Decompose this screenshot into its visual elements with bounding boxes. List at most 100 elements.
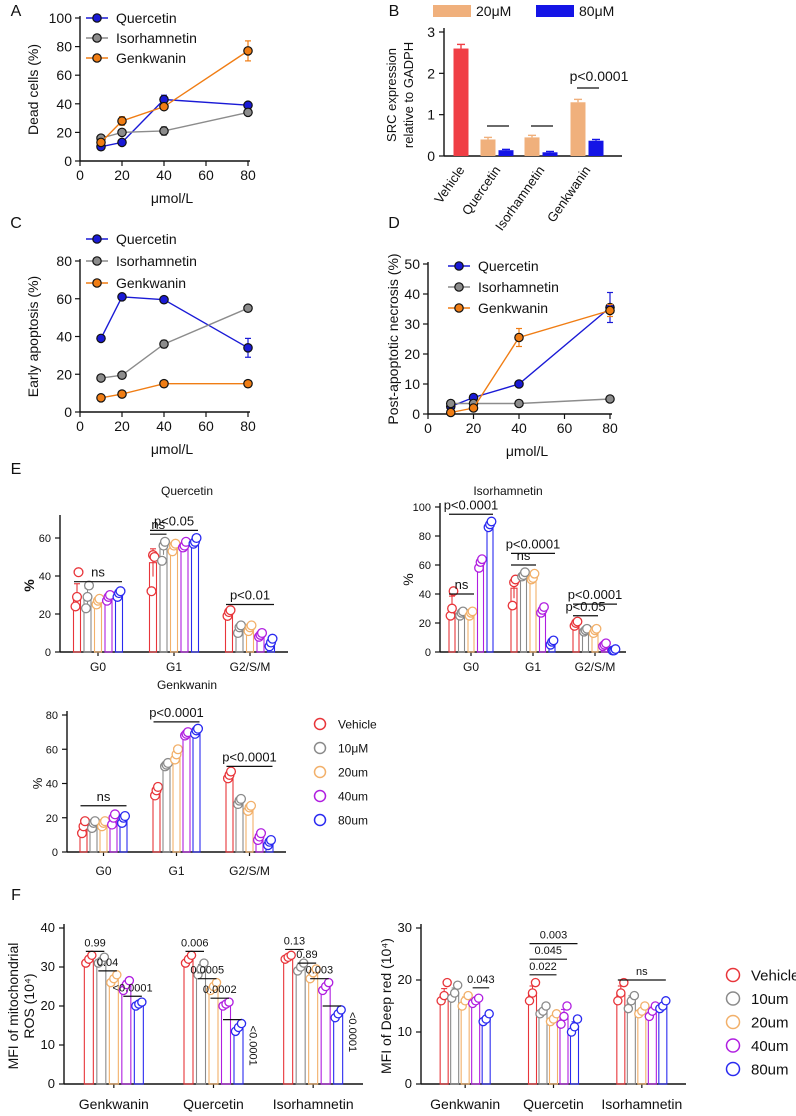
chart-e1-y-tick-label: 40: [39, 571, 51, 583]
chart-f2-point: [559, 1011, 569, 1022]
legend-e-marker: [313, 789, 327, 803]
chart-f2-point: [629, 990, 640, 1001]
chart-a-series-genkwanin-line: [100, 50, 249, 143]
chart-c-y-tick-label: 0: [64, 404, 72, 420]
chart-f2-bar: [548, 1018, 559, 1085]
chart-e3-point: [265, 834, 277, 846]
chart-c-series-quercetin-line: [100, 296, 249, 349]
chart-d-y-label: Post-apoptotic necrosis (%): [385, 253, 401, 424]
chart-f1-point: [286, 950, 296, 961]
chart-a-y-label: Dead cells (%): [25, 44, 41, 135]
chart-f2-bar: [637, 1010, 647, 1085]
chart-b-legend-80: 80μM: [579, 3, 614, 19]
chart-e3-point: [235, 793, 247, 804]
chart-e1-point: [73, 567, 84, 578]
chart-e1-point: [146, 586, 157, 597]
chart-c-x-tick-label: 80: [240, 418, 256, 434]
chart-a-legend-isorhamnetin: Isorhamnetin: [116, 30, 197, 46]
chart-f1-point: [236, 1018, 247, 1029]
chart-e2-y-tick-label: 100: [413, 502, 431, 514]
chart-b-bar: [542, 152, 558, 156]
chart-a-series-genkwanin-point: [159, 101, 169, 112]
legend-e-marker: [313, 741, 327, 755]
chart-f1-category-isorhamnetin: Isorhamnetin: [273, 1096, 354, 1112]
chart-f2-bar: [460, 1000, 470, 1085]
chart-e3-bar: [182, 733, 191, 853]
chart-f1-bar: [183, 958, 194, 1085]
chart-f2-y-tick-label: 10: [398, 1024, 412, 1039]
chart-b-y-tick-label: 2: [427, 65, 435, 81]
chart-f1-point: [137, 997, 147, 1007]
chart-e1-bar: [180, 545, 189, 653]
chart-e2-category-g0: G0: [463, 660, 479, 674]
chart-f2-category-isorhamnetin: Isorhamnetin: [601, 1096, 682, 1112]
chart-f1-point: [311, 964, 321, 974]
chart-f1-bar: [333, 1013, 344, 1085]
chart-f1-bracket-label: 0.99: [84, 937, 105, 949]
chart-e1-y-tick-label: 20: [39, 609, 51, 621]
chart-f1-point: [336, 1005, 346, 1015]
chart-c-series-genkwanin-point: [96, 393, 106, 403]
chart-f1-point: [112, 970, 122, 980]
chart-e2-point: [520, 567, 530, 578]
chart-e3-bracket-label: p<0.0001: [222, 749, 277, 764]
panel-letter-e: E: [11, 461, 22, 478]
chart-e2-bracket-label: ns: [455, 577, 469, 592]
chart-e3-bar: [162, 764, 171, 853]
chart-f2-bracket-label: 0.022: [529, 961, 557, 973]
chart-c-series-quercetin-point: [159, 294, 169, 305]
chart-f1-bar: [295, 966, 306, 1085]
chart-e3-point: [225, 766, 237, 777]
chart-e1-category-g1: G1: [166, 660, 182, 674]
chart-e3-y-tick-label: 60: [46, 744, 58, 756]
legend-e-marker: [313, 717, 327, 731]
chart-f1-point: [199, 958, 209, 968]
chart-e3-bar: [192, 729, 201, 853]
chart-e2-bar: [519, 574, 528, 653]
chart-c-x-tick-label: 0: [76, 418, 84, 434]
chart-e2-bar: [486, 523, 494, 653]
chart-b-bar: [480, 139, 496, 156]
chart-a-x-tick-label: 40: [156, 167, 172, 183]
chart-f2-point: [569, 1022, 580, 1032]
chart-b-x-tick-label: Genkwanin: [544, 163, 594, 225]
chart-f1-point: [224, 997, 234, 1007]
chart-f2-y-tick-label: 20: [398, 972, 412, 987]
chart-e1-point: [156, 555, 168, 566]
chart-e2-bracket-label: ns: [517, 548, 531, 563]
chart-e3-bar: [225, 774, 234, 853]
chart-e3-category-g0: G0: [95, 864, 111, 878]
chart-c-legend-genkwanin: Genkwanin: [116, 275, 186, 291]
chart-f2-point: [572, 1014, 583, 1024]
chart-c-x-tick-label: 60: [198, 418, 214, 434]
chart-a-series-genkwanin-point: [117, 116, 127, 126]
chart-e3-point: [192, 723, 204, 734]
chart-f1-bracket-label: 0.0002: [203, 984, 237, 996]
chart-f1-point: [99, 952, 110, 963]
chart-e3-category-g1: G1: [168, 864, 184, 878]
chart-f1-bracket-label: <0.0001: [113, 982, 153, 994]
chart-e1-y-tick-label: 60: [39, 533, 51, 545]
chart-a-series-quercetin-point: [117, 137, 127, 148]
chart-e1-point: [191, 532, 202, 544]
chart-c-legend-quercetin: Quercetin: [116, 231, 177, 247]
chart-e1-point: [159, 536, 171, 547]
chart-f1-y-tick-label: 0: [48, 1076, 55, 1091]
chart-a-y-tick-label: 0: [64, 153, 72, 169]
chart-b-legend-swatch: [536, 5, 574, 17]
chart-c-series-genkwanin-line: [100, 382, 248, 399]
chart-e1-point: [235, 620, 247, 631]
chart-f1-category-quercetin: Quercetin: [183, 1096, 244, 1112]
chart-f2-point: [541, 1001, 551, 1011]
chart-f2-bracket-label: 0.045: [534, 945, 562, 957]
chart-b-bar: [498, 150, 514, 156]
chart-d-series-isorhamnetin-point: [445, 398, 456, 409]
chart-b-bar: [453, 48, 469, 156]
chart-e1-bracket-label: p<0.05: [154, 513, 194, 528]
chart-c-legend-marker: [92, 234, 102, 244]
chart-d-series-isorhamnetin-point: [605, 394, 615, 404]
chart-a-series-quercetin-line: [100, 98, 249, 148]
legend-f-marker: [725, 1014, 741, 1030]
chart-e2-bracket-label: p<0.05: [565, 599, 605, 614]
chart-a-y-tick-label: 20: [56, 124, 72, 140]
